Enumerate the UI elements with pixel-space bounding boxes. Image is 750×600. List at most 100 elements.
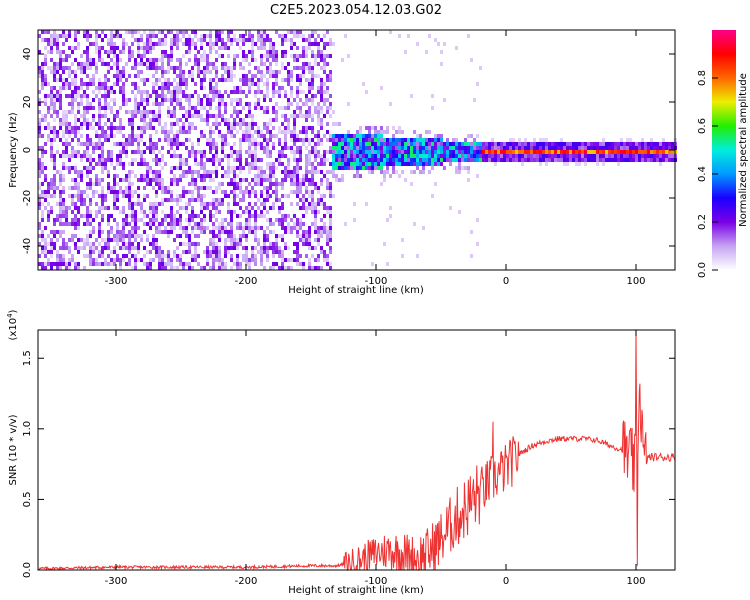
spectrogram-cell — [263, 82, 266, 86]
spectrogram-cell — [188, 190, 191, 194]
spectrogram-cell — [119, 262, 122, 266]
spectrogram-cell — [104, 198, 107, 202]
spectrogram-cell — [59, 262, 62, 266]
spectrogram-cell — [53, 158, 56, 162]
spectrogram-cell — [161, 182, 164, 186]
spectrogram-cell — [356, 138, 359, 142]
spectrogram-cell — [341, 178, 344, 182]
spectrogram-cell — [122, 234, 125, 238]
spectrogram-cell — [449, 154, 452, 158]
spectrogram-cell — [323, 102, 326, 106]
spectrogram-cell — [167, 138, 170, 142]
spectrogram-cell — [578, 146, 581, 150]
spectrogram-cell — [365, 154, 368, 158]
spectrogram-cell — [296, 222, 299, 226]
spectrogram-cell — [227, 34, 230, 38]
spectrogram-cell — [323, 230, 326, 234]
spectrogram-x-tick-label: -100 — [365, 276, 388, 287]
spectrogram-cell — [197, 226, 200, 230]
spectrogram-cell — [203, 34, 206, 38]
spectrogram-cell — [299, 154, 302, 158]
spectrogram-cell — [113, 46, 116, 50]
spectrogram-cell — [182, 230, 185, 234]
spectrogram-cell — [206, 170, 209, 174]
spectrogram-cell — [299, 98, 302, 102]
spectrogram-cell — [299, 74, 302, 78]
spectrogram-cell — [101, 162, 104, 166]
spectrogram-cell — [389, 102, 392, 106]
spectrogram-cell — [278, 142, 281, 146]
spectrogram-cell — [212, 94, 215, 98]
spectrogram-cell — [44, 114, 47, 118]
spectrogram-cell — [209, 30, 212, 34]
spectrogram-cell — [296, 114, 299, 118]
spectrogram-cell — [326, 170, 329, 174]
spectrogram-cell — [494, 146, 497, 150]
spectrogram-cell — [254, 102, 257, 106]
spectrogram-cell — [239, 186, 242, 190]
spectrogram-cell — [365, 162, 368, 166]
spectrogram-cell — [161, 94, 164, 98]
spectrogram-cell — [86, 166, 89, 170]
spectrogram-cell — [197, 162, 200, 166]
spectrogram-cell — [389, 206, 392, 210]
spectrogram-cell — [44, 262, 47, 266]
spectrogram-cell — [131, 254, 134, 258]
spectrogram-cell — [245, 38, 248, 42]
spectrogram-cell — [107, 242, 110, 246]
spectrogram-cell — [209, 238, 212, 242]
spectrogram-cell — [71, 194, 74, 198]
spectrogram-cell — [110, 110, 113, 114]
spectrogram-cell — [176, 202, 179, 206]
spectrogram-cell — [305, 98, 308, 102]
spectrogram-cell — [176, 146, 179, 150]
spectrogram-cell — [137, 146, 140, 150]
spectrogram-cell — [146, 170, 149, 174]
spectrogram-cell — [191, 194, 194, 198]
spectrogram-cell — [329, 266, 332, 270]
spectrogram-cell — [263, 122, 266, 126]
spectrogram-cell — [53, 182, 56, 186]
spectrogram-cell — [326, 130, 329, 134]
spectrogram-cell — [134, 150, 137, 154]
spectrogram-cell — [305, 102, 308, 106]
spectrogram-cell — [665, 150, 668, 154]
spectrogram-cell — [272, 230, 275, 234]
spectrogram-cell — [206, 246, 209, 250]
spectrogram-cell — [245, 126, 248, 130]
spectrogram-cell — [317, 210, 320, 214]
spectrogram-cell — [323, 62, 326, 66]
spectrogram-cell — [476, 218, 479, 222]
spectrogram-cell — [461, 158, 464, 162]
spectrogram-cell — [641, 146, 644, 150]
spectrogram-cell — [413, 146, 416, 150]
spectrogram-cell — [254, 226, 257, 230]
spectrogram-cell — [86, 46, 89, 50]
spectrogram-cell — [509, 142, 512, 146]
spectrogram-cell — [320, 122, 323, 126]
spectrogram-cell — [152, 214, 155, 218]
spectrogram-cell — [167, 142, 170, 146]
spectrogram-cell — [302, 242, 305, 246]
spectrogram-cell — [194, 106, 197, 110]
spectrogram-cell — [191, 114, 194, 118]
spectrogram-cell — [173, 266, 176, 270]
spectrogram-cell — [209, 114, 212, 118]
spectrogram-cell — [203, 174, 206, 178]
spectrogram-cell — [398, 138, 401, 142]
spectrogram-cell — [464, 142, 467, 146]
spectrogram-cell — [284, 266, 287, 270]
spectrogram-cell — [110, 34, 113, 38]
spectrogram-cell — [155, 146, 158, 150]
spectrogram-cell — [155, 226, 158, 230]
spectrogram-cell — [179, 130, 182, 134]
spectrogram-cell — [65, 38, 68, 42]
spectrogram-cell — [104, 138, 107, 142]
spectrogram-cell — [470, 58, 473, 62]
spectrogram-cell — [341, 174, 344, 178]
spectrogram-cell — [83, 266, 86, 270]
spectrogram-cell — [41, 86, 44, 90]
spectrogram-cell — [113, 206, 116, 210]
spectrogram-cell — [326, 242, 329, 246]
spectrogram-cell — [347, 142, 350, 146]
